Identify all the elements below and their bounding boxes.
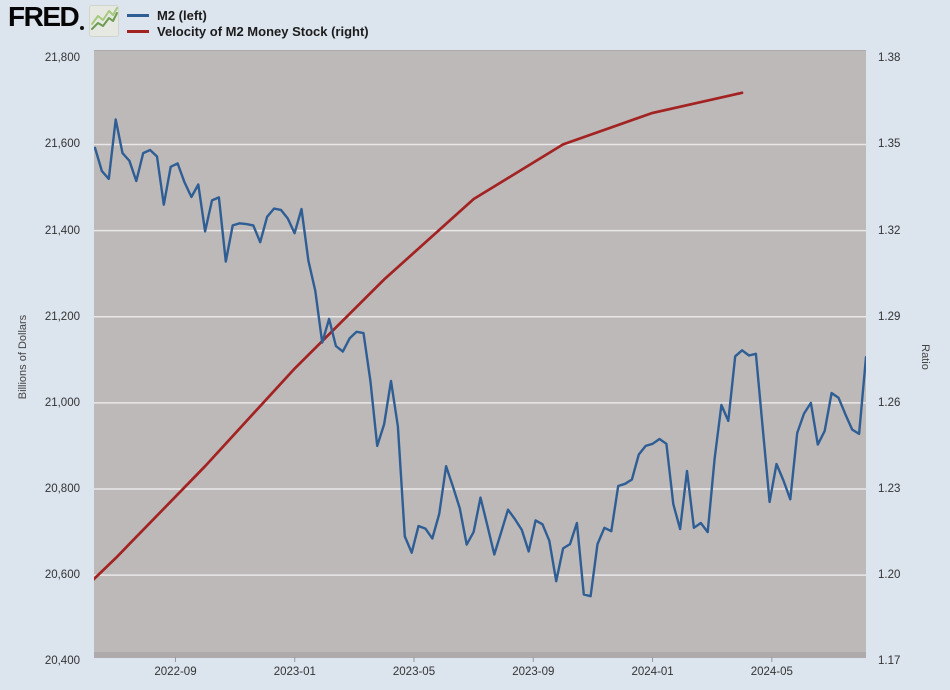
y-axis-left-tick: 21,600 <box>44 138 80 151</box>
y-axis-right-tick: 1.29 <box>878 310 901 323</box>
y-axis-left-tick: 21,400 <box>44 224 80 237</box>
y-axis-right-tick: 1.35 <box>878 138 901 151</box>
x-axis-tick-label: 2023-01 <box>273 666 316 678</box>
x-axis-tick-label: 2022-09 <box>154 666 197 678</box>
legend-item-m2: M2 (left) <box>127 7 369 23</box>
y-axis-right-tick: 1.20 <box>878 569 901 582</box>
legend-label-m2: M2 (left) <box>157 7 207 23</box>
legend-item-velocity: Velocity of M2 Money Stock (right) <box>127 23 369 39</box>
axis-title-left: Billions of Dollars <box>17 314 29 400</box>
fred-logo[interactable]: FRED <box>8 1 120 37</box>
registered-mark-icon <box>80 26 85 30</box>
x-axis-tick-label: 2024-01 <box>631 666 674 678</box>
y-axis-left-tick: 21,800 <box>44 52 80 65</box>
y-axis-right-tick: 1.32 <box>878 224 901 237</box>
y-axis-right-tick: 1.26 <box>878 396 901 409</box>
y-axis-left-tick: 20,400 <box>44 655 80 668</box>
axis-title-right: Ratio <box>919 344 931 370</box>
chart-plot-area[interactable] <box>94 50 866 658</box>
y-axis-left-tick: 21,200 <box>44 310 80 323</box>
legend-swatch-velocity <box>127 29 149 33</box>
y-axis-left-tick: 21,000 <box>44 396 80 409</box>
legend: M2 (left) Velocity of M2 Money Stock (ri… <box>127 7 369 39</box>
y-axis-right-tick: 1.38 <box>878 52 901 65</box>
fred-logo-text: FRED <box>8 1 80 32</box>
legend-swatch-m2 <box>127 13 149 17</box>
plot-bottom-edge <box>94 652 866 658</box>
y-axis-left-tick: 20,600 <box>44 569 80 582</box>
legend-label-velocity: Velocity of M2 Money Stock (right) <box>157 23 369 39</box>
x-axis-tick-label: 2024-05 <box>750 666 793 678</box>
y-axis-left-tick: 20,800 <box>44 483 80 495</box>
y-axis-right-tick: 1.17 <box>878 655 901 668</box>
green-sparkline-icon <box>89 5 120 37</box>
x-axis-tick-label: 2023-09 <box>512 666 555 678</box>
y-axis-right-tick: 1.23 <box>878 483 901 495</box>
x-axis-tick-label: 2023-05 <box>392 666 436 678</box>
